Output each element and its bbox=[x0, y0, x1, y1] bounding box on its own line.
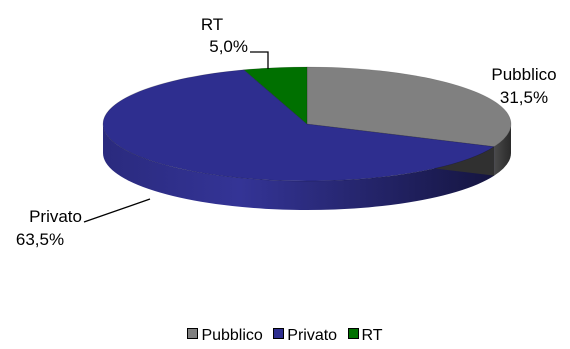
pie-top-faces bbox=[102, 66, 512, 182]
legend-label-privato: Privato bbox=[287, 327, 338, 344]
legend-label-rt: RT bbox=[361, 327, 383, 344]
label-privato-name: Privato bbox=[29, 207, 82, 226]
legend-swatch-privato bbox=[273, 328, 285, 339]
label-rt-value: 5,0% bbox=[209, 37, 248, 56]
legend-item-rt: RT bbox=[347, 327, 383, 345]
slice-pubblico bbox=[306, 66, 512, 147]
label-privato-value: 63,5% bbox=[16, 230, 64, 249]
slice-side-pubblico bbox=[494, 124, 511, 176]
legend-item-pubblico: Pubblico bbox=[187, 327, 263, 345]
legend: Pubblico Privato RT bbox=[0, 327, 570, 345]
slice-rt bbox=[243, 66, 308, 125]
slice-privato bbox=[102, 69, 496, 182]
legend-swatch-rt bbox=[347, 328, 359, 339]
label-pubblico-value: 31,5% bbox=[500, 88, 548, 107]
label-rt-name: RT bbox=[201, 15, 223, 34]
legend-swatch-pubblico bbox=[187, 328, 199, 339]
slice-side-privato bbox=[103, 124, 495, 211]
leader-line-privato bbox=[83, 198, 151, 223]
legend-item-privato: Privato bbox=[273, 327, 337, 345]
leader-line-rt bbox=[250, 51, 269, 69]
label-pubblico-name: Pubblico bbox=[491, 65, 556, 84]
legend-label-pubblico: Pubblico bbox=[201, 327, 263, 344]
pie-data-labels: RT 5,0% Pubblico 31,5% Privato 63,5% bbox=[16, 15, 557, 249]
